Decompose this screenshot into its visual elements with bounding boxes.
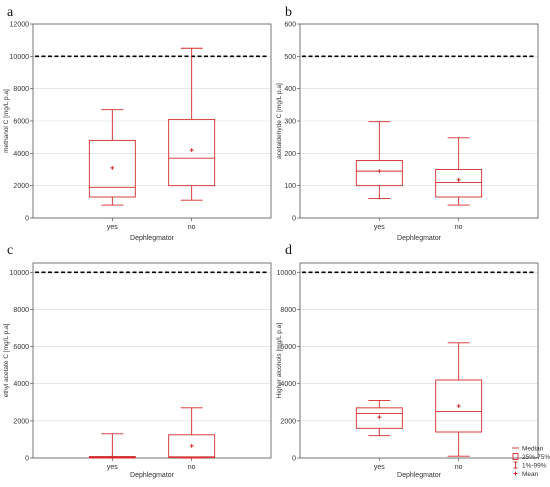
y-tick-label: 6000: [280, 344, 296, 351]
legend-item-mean: Mean: [513, 471, 539, 478]
y-tick-label: 600: [284, 22, 296, 29]
mean-marker: [110, 454, 115, 459]
mean-marker: [189, 148, 194, 153]
y-tick-label: 0: [292, 216, 296, 223]
legend-label: 25%-75%: [522, 454, 550, 461]
x-category-label: no: [455, 464, 463, 471]
y-tick-label: 2000: [13, 183, 29, 190]
mean-marker: [377, 415, 382, 420]
legend-box-symbol: [512, 453, 519, 460]
iqr-box: [168, 118, 216, 187]
y-tick-label: 8000: [13, 307, 29, 314]
panel-d: d 0 2000 4000 6000 8000 10000 yes no Dephlegmator…: [276, 243, 539, 479]
legend: Median 25%-75%1%-99% Mean: [512, 445, 550, 478]
x-category-label: yes: [374, 224, 385, 231]
y-axis-label: Higher alcohols [mg/L p.a]: [276, 323, 283, 398]
box-no: [435, 342, 483, 457]
iqr-box: [435, 379, 483, 433]
y-tick-label: 10000: [277, 270, 297, 277]
legend-label: 1%-99%: [522, 462, 547, 469]
legend-item-whisker: 1%-99%: [513, 461, 547, 469]
panel-a: a 0 2000 4000 6000 8000 10000 12000 yes no Dephleg…: [3, 5, 272, 242]
plot-frame: [32, 23, 272, 219]
plot-frame: [299, 262, 539, 459]
x-category-label: yes: [107, 224, 118, 231]
panel-letter: b: [285, 5, 292, 20]
y-tick-label: 4000: [13, 151, 29, 158]
iqr-box: [355, 407, 403, 429]
x-category-label: yes: [374, 464, 385, 471]
mean-marker: [110, 165, 115, 170]
y-tick-label: 8000: [13, 86, 29, 93]
y-axis-label: acetaldehyde C [mg/L p.a]: [276, 83, 283, 159]
y-tick-label: 12000: [10, 22, 30, 29]
y-axis-label: ethyl acetate C [mg/L p.a]: [3, 323, 10, 397]
y-tick-label: 2000: [280, 418, 296, 425]
plot-frame: [299, 23, 539, 219]
panel-b: b 0 100 200 300 400 500 600 yes no Dephlegmator ace…: [276, 5, 539, 242]
box-no: [435, 137, 483, 206]
box-yes: [88, 109, 136, 206]
x-axis-label: Dephlegmator: [130, 472, 175, 479]
legend-item-median: Median: [512, 445, 544, 452]
box-no: [168, 47, 216, 201]
legend-label: Mean: [522, 471, 539, 478]
y-tick-label: 8000: [280, 307, 296, 314]
iqr-box: [355, 159, 403, 187]
mean-marker: [456, 404, 461, 408]
panel-letter: c: [7, 243, 13, 258]
iqr-box: [168, 434, 216, 459]
legend-label: Median: [522, 445, 544, 452]
y-tick-label: 10000: [10, 270, 30, 277]
x-axis-label: Dephlegmator: [130, 235, 175, 242]
y-tick-label: 2000: [13, 418, 29, 425]
y-tick-label: 0: [292, 456, 296, 463]
y-tick-label: 400: [284, 86, 296, 93]
y-tick-label: 500: [284, 54, 296, 61]
y-tick-label: 4000: [13, 381, 29, 388]
x-category-label: no: [188, 464, 196, 471]
box-yes: [355, 399, 403, 437]
mean-marker: [377, 169, 382, 174]
x-axis-label: Dephlegmator: [397, 472, 442, 479]
legend-mean-symbol: [513, 471, 518, 476]
iqr-box: [88, 139, 136, 198]
iqr-box: [435, 169, 483, 198]
box-no: [168, 407, 216, 459]
y-tick-label: 10000: [10, 54, 30, 61]
y-tick-label: 300: [284, 119, 296, 126]
x-category-label: yes: [107, 464, 118, 471]
box-yes: [88, 433, 136, 459]
mean-marker: [456, 177, 461, 182]
x-axis-label: Dephlegmator: [397, 235, 442, 242]
panel-c: c 0 2000 4000 6000 8000 10000 yes no Dephlegmator…: [3, 243, 272, 479]
legend-whisker-symbol: [513, 461, 518, 469]
y-tick-label: 6000: [13, 119, 29, 126]
y-tick-label: 6000: [13, 344, 29, 351]
panel-letter: d: [285, 243, 292, 258]
box-yes: [355, 121, 403, 200]
y-tick-label: 0: [25, 456, 29, 463]
y-tick-label: 100: [284, 183, 296, 190]
x-category-label: no: [455, 224, 463, 231]
mean-marker: [189, 443, 194, 448]
x-category-label: no: [188, 224, 196, 231]
legend-item-box: 25%-75%: [512, 453, 550, 461]
y-tick-label: 4000: [280, 381, 296, 388]
y-tick-label: 0: [25, 216, 29, 223]
y-tick-label: 200: [284, 151, 296, 158]
plot-frame: [32, 262, 272, 459]
panel-letter: a: [7, 5, 14, 20]
y-axis-label: methanol C [mg/L p.a]: [3, 89, 10, 153]
